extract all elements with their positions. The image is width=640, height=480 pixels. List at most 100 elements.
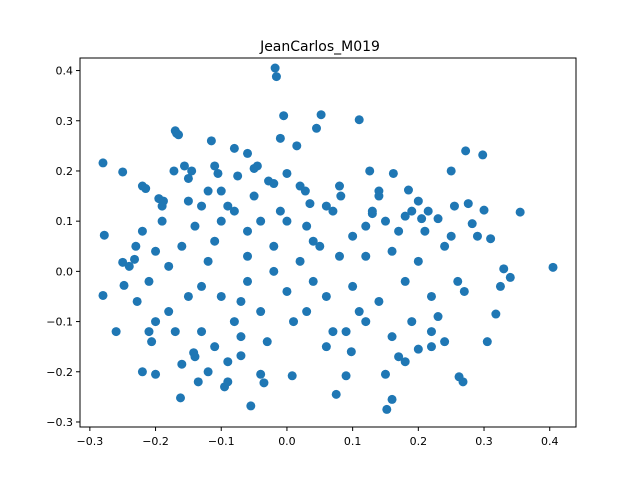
- data-point: [505, 272, 515, 282]
- y-tick-label: 0.1: [56, 215, 74, 228]
- data-point: [302, 307, 312, 317]
- data-point: [341, 327, 351, 337]
- data-point: [417, 214, 427, 224]
- data-point: [467, 219, 477, 229]
- data-point: [413, 256, 423, 266]
- data-point: [210, 342, 220, 352]
- x-tick-label: −0.3: [76, 435, 103, 448]
- y-tick-label: 0.0: [56, 265, 74, 278]
- data-points: [98, 63, 558, 414]
- data-point: [413, 196, 423, 206]
- data-point: [346, 347, 356, 357]
- data-point: [440, 241, 450, 251]
- data-point: [292, 141, 302, 151]
- data-point: [388, 168, 398, 178]
- x-tick-label: 0.2: [410, 435, 428, 448]
- y-tick-label: −0.1: [46, 316, 73, 329]
- data-point: [144, 276, 154, 286]
- data-point: [229, 317, 239, 327]
- data-point: [312, 123, 321, 133]
- data-point: [407, 317, 417, 327]
- data-point: [426, 342, 436, 352]
- data-point: [433, 312, 443, 322]
- data-point: [203, 367, 213, 377]
- data-point: [157, 216, 167, 226]
- data-point: [367, 206, 377, 216]
- data-point: [479, 205, 489, 215]
- data-point: [164, 261, 174, 271]
- data-point: [179, 161, 189, 171]
- data-point: [403, 185, 413, 195]
- data-point: [374, 191, 384, 201]
- data-point: [446, 166, 456, 176]
- data-point: [252, 161, 262, 171]
- data-point: [177, 241, 187, 251]
- data-point: [316, 110, 326, 120]
- chart-title: JeanCarlos_M019: [259, 39, 380, 55]
- data-point: [449, 201, 459, 211]
- data-point: [380, 216, 390, 226]
- data-point: [335, 181, 344, 191]
- data-point: [223, 357, 233, 367]
- data-point: [243, 226, 253, 236]
- data-point: [197, 281, 207, 291]
- x-tick-label: 0.1: [344, 435, 362, 448]
- x-tick-label: −0.2: [142, 435, 169, 448]
- data-point: [151, 317, 161, 327]
- data-point: [354, 307, 364, 317]
- data-point: [499, 264, 509, 274]
- data-point: [269, 241, 279, 251]
- data-point: [147, 337, 157, 347]
- data-point: [216, 291, 226, 301]
- data-point: [256, 369, 266, 379]
- data-point: [170, 327, 180, 337]
- data-point: [382, 404, 392, 414]
- data-point: [118, 167, 128, 177]
- y-tick-label: −0.3: [46, 416, 73, 429]
- data-point: [236, 351, 246, 361]
- data-point: [137, 226, 147, 236]
- data-point: [491, 309, 501, 319]
- data-point: [321, 342, 331, 352]
- data-point: [548, 262, 558, 272]
- data-point: [271, 72, 281, 82]
- data-point: [423, 206, 433, 216]
- data-point: [295, 256, 305, 266]
- data-point: [446, 231, 456, 241]
- data-point: [130, 254, 140, 264]
- data-point: [440, 337, 450, 347]
- data-point: [137, 367, 147, 377]
- data-point: [132, 296, 142, 306]
- data-point: [98, 158, 108, 168]
- data-point: [246, 401, 256, 411]
- data-point: [387, 246, 397, 256]
- data-point: [308, 276, 318, 286]
- data-point: [187, 166, 197, 176]
- data-point: [210, 236, 220, 246]
- data-point: [328, 206, 338, 216]
- data-point: [233, 171, 243, 181]
- x-tick-label: 0.4: [541, 435, 559, 448]
- data-point: [193, 377, 203, 387]
- data-point: [216, 216, 226, 226]
- data-point: [243, 276, 253, 286]
- data-point: [151, 246, 161, 256]
- data-point: [206, 136, 216, 146]
- data-point: [275, 133, 285, 143]
- data-point: [433, 214, 443, 224]
- data-point: [256, 307, 266, 317]
- data-point: [486, 234, 496, 244]
- data-point: [463, 199, 473, 209]
- data-point: [287, 371, 297, 381]
- data-point: [124, 261, 134, 271]
- data-point: [164, 307, 174, 317]
- data-point: [354, 115, 364, 125]
- data-point: [99, 230, 109, 240]
- data-point: [394, 352, 404, 362]
- data-point: [400, 211, 410, 221]
- data-point: [282, 168, 292, 178]
- data-point: [426, 327, 436, 337]
- data-point: [169, 166, 179, 176]
- data-point: [302, 221, 312, 231]
- data-point: [176, 393, 186, 403]
